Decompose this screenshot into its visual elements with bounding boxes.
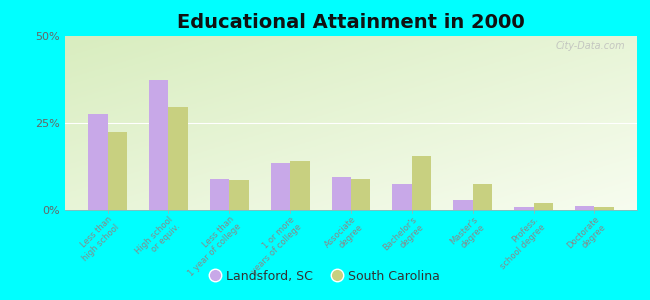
Bar: [332, 177, 351, 210]
Bar: [210, 179, 229, 210]
Bar: [168, 107, 188, 210]
Bar: [453, 200, 473, 210]
Bar: [473, 184, 492, 210]
Text: City-Data.com: City-Data.com: [556, 41, 625, 51]
Bar: [351, 179, 370, 210]
Bar: [229, 180, 249, 210]
Bar: [149, 80, 168, 210]
Legend: Landsford, SC, South Carolina: Landsford, SC, South Carolina: [205, 265, 445, 288]
Bar: [88, 114, 108, 210]
Bar: [393, 184, 412, 210]
Bar: [270, 163, 290, 210]
Bar: [594, 206, 614, 210]
Bar: [290, 161, 309, 210]
Bar: [108, 132, 127, 210]
Bar: [575, 206, 594, 210]
Title: Educational Attainment in 2000: Educational Attainment in 2000: [177, 13, 525, 32]
Bar: [412, 156, 432, 210]
Bar: [514, 207, 534, 210]
Bar: [534, 203, 553, 210]
